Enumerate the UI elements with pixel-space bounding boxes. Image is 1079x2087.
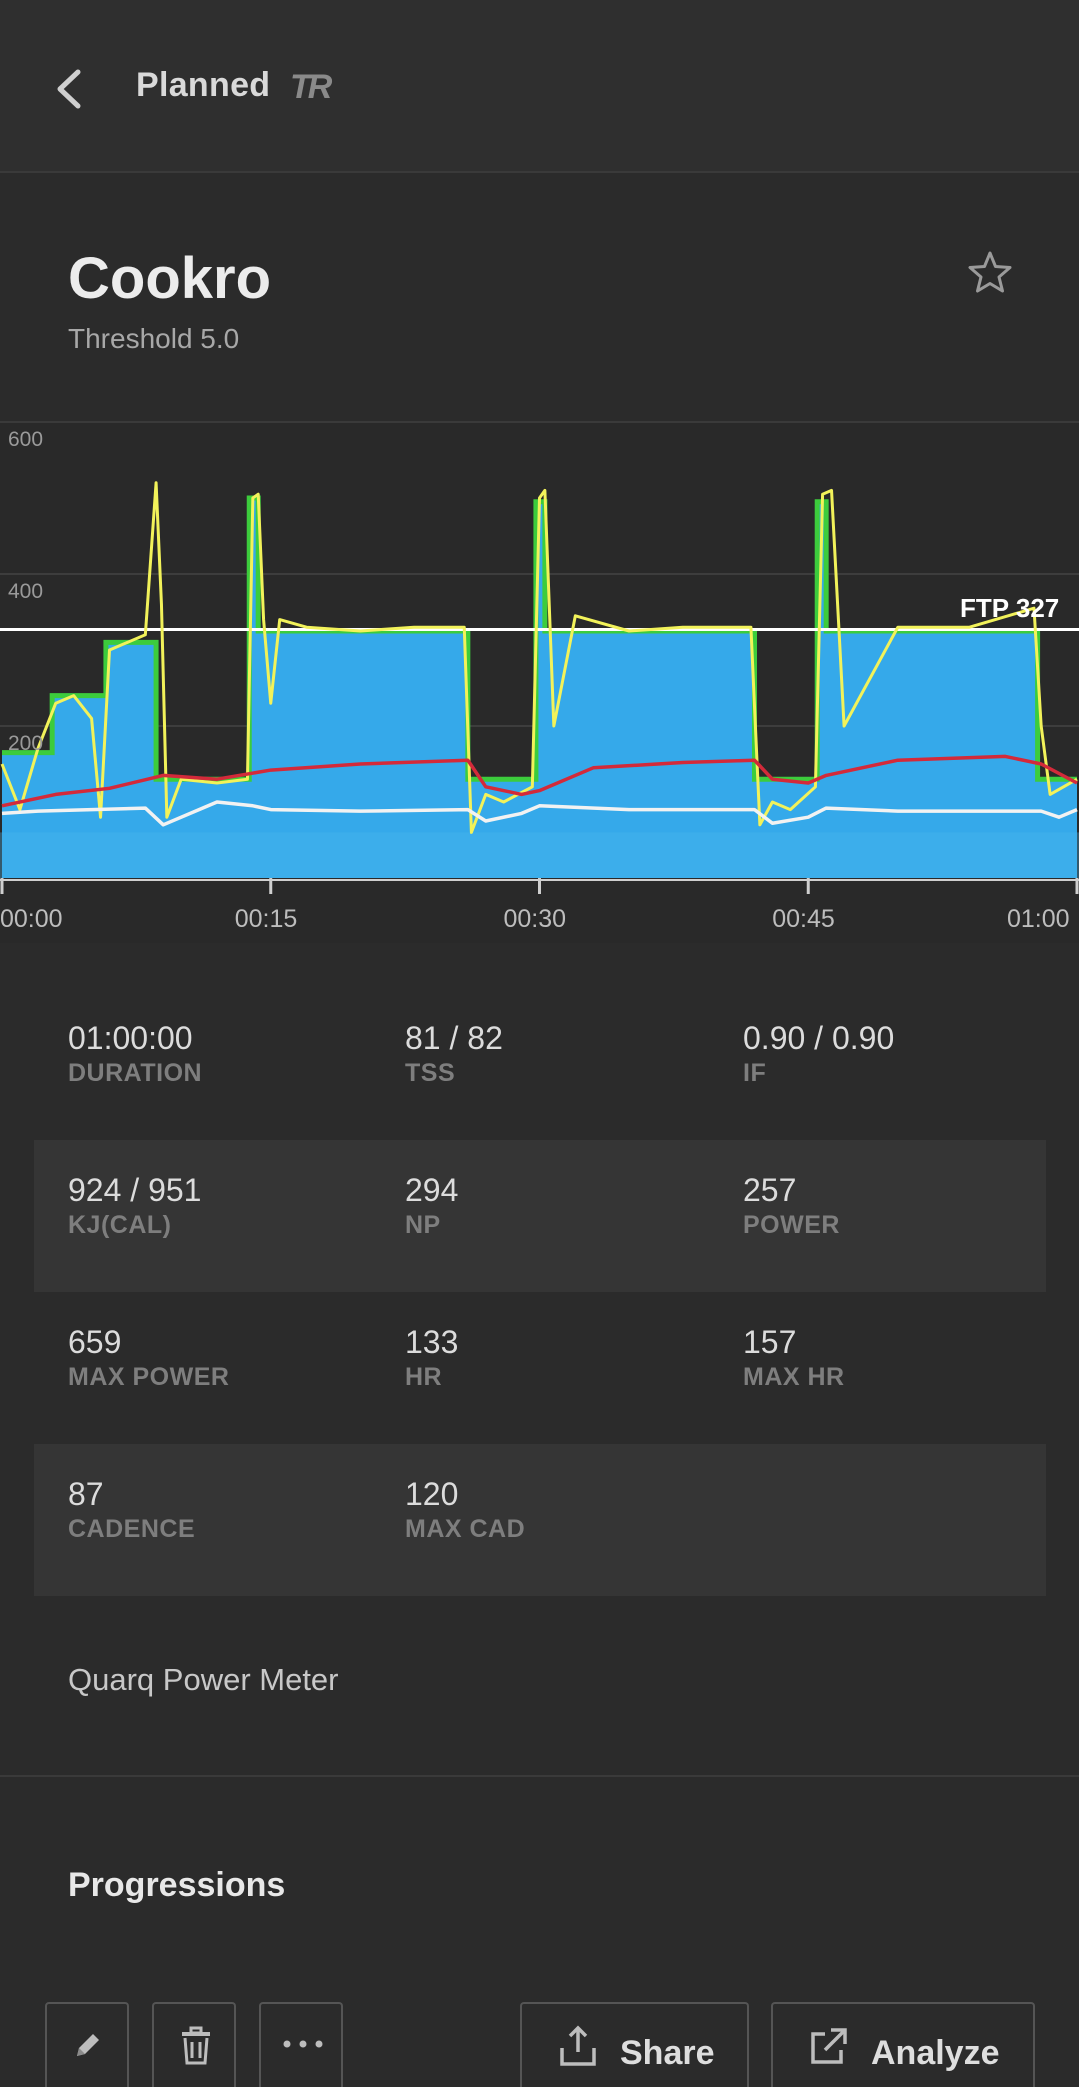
stat-value: 659 xyxy=(68,1324,122,1360)
external-link-icon xyxy=(811,2028,847,2064)
analyze-button[interactable]: Analyze xyxy=(771,2002,1035,2087)
stats-row: 01:00:00 DURATION 81 / 82 TSS 0.90 / 0.90 IF xyxy=(34,988,1046,1140)
edit-button[interactable] xyxy=(45,2002,129,2087)
stat-value: 257 xyxy=(743,1172,797,1208)
stat-power: 257 POWER xyxy=(743,1170,840,1240)
stats-row: 659 MAX POWER 133 HR 157 MAX HR xyxy=(34,1292,1046,1444)
stats-row: 87 CADENCE 120 MAX CAD xyxy=(34,1444,1046,1596)
stat-label: NP xyxy=(405,1211,441,1239)
x-tick-label: 01:00 xyxy=(1007,905,1070,933)
x-tick-label: 00:45 xyxy=(772,905,835,933)
stats-grid: 01:00:00 DURATION 81 / 82 TSS 0.90 / 0.90 IF 9… xyxy=(34,988,1046,1596)
stat-kj-cal-: 924 / 951 KJ(CAL) xyxy=(68,1170,201,1240)
workout-name: Cookro xyxy=(68,246,271,311)
header-title: Planned xyxy=(136,66,271,104)
more-horizontal-icon xyxy=(283,2040,323,2048)
share-label: Share xyxy=(620,2034,715,2072)
y-tick-label: 400 xyxy=(8,580,44,603)
stat-label: TSS xyxy=(405,1059,456,1087)
chart-lines xyxy=(0,481,1078,834)
y-tick-label: 200 xyxy=(8,732,44,755)
bottom-toolbar: Share Analyze xyxy=(0,1957,1079,2087)
workout-chart[interactable]: 600 400 200 00:00 00:15 00:30 00:45 01:00 FTP … xyxy=(0,421,1079,943)
y-tick-label: 600 xyxy=(8,428,44,451)
stats-row: 924 / 951 KJ(CAL) 294 NP 257 POWER xyxy=(34,1140,1046,1292)
stat-max-cad: 120 MAX CAD xyxy=(405,1474,525,1544)
area-base-band xyxy=(0,832,1079,878)
x-axis xyxy=(0,878,1079,894)
favorite-button[interactable] xyxy=(966,248,1014,296)
cadence-line xyxy=(1,800,1078,827)
stat-max-power: 659 MAX POWER xyxy=(68,1322,229,1392)
more-button[interactable] xyxy=(259,2002,343,2087)
power-chart-svg xyxy=(0,481,1079,894)
stat-hr: 133 HR xyxy=(405,1322,458,1392)
stat-cadence: 87 CADENCE xyxy=(68,1474,195,1544)
stat-label: MAX CAD xyxy=(405,1515,526,1543)
stat-max-hr: 157 MAX HR xyxy=(743,1322,845,1392)
stat-label: POWER xyxy=(743,1211,840,1239)
x-tick-label: 00:15 xyxy=(234,905,298,933)
stat-label: MAX HR xyxy=(743,1363,845,1391)
workout-title-section: Cookro Threshold 5.0 xyxy=(0,175,1079,421)
stat-value: 294 xyxy=(405,1172,459,1208)
stat-if: 0.90 / 0.90 IF xyxy=(743,1018,894,1088)
stat-label: KJ(CAL) xyxy=(68,1211,172,1239)
trainerroad-logo: TR xyxy=(290,68,332,106)
stat-duration: 01:00:00 DURATION xyxy=(68,1018,202,1088)
power-meter-name: Quarq Power Meter xyxy=(68,1662,339,1697)
stat-value: 01:00:00 xyxy=(68,1020,193,1056)
stat-value: 0.90 / 0.90 xyxy=(743,1020,895,1056)
stat-label: CADENCE xyxy=(68,1515,196,1543)
progressions-heading: Progressions xyxy=(68,1866,286,1904)
stat-label: DURATION xyxy=(68,1059,203,1087)
stat-value: 157 xyxy=(743,1324,797,1360)
stat-value: 81 / 82 xyxy=(405,1020,503,1056)
x-tick-label: 00:00 xyxy=(0,905,63,933)
delete-button[interactable] xyxy=(152,2002,236,2087)
section-divider xyxy=(0,1775,1079,1777)
share-button[interactable]: Share xyxy=(520,2002,749,2087)
chevron-left-icon xyxy=(57,69,81,109)
stat-value: 87 xyxy=(68,1476,104,1512)
share-upload-icon xyxy=(560,2025,596,2066)
back-button[interactable] xyxy=(50,64,90,114)
trash-icon xyxy=(182,2026,210,2065)
stat-label: HR xyxy=(405,1363,443,1391)
stat-label: MAX POWER xyxy=(68,1363,230,1391)
actual-power-line xyxy=(0,481,1078,834)
top-app-bar: Planned TR xyxy=(0,0,1079,173)
stat-np: 294 NP xyxy=(405,1170,458,1240)
stat-tss: 81 / 82 TSS xyxy=(405,1018,503,1088)
star-outline-icon xyxy=(968,251,1012,293)
heart-rate-line xyxy=(1,754,1078,808)
x-tick-label: 00:30 xyxy=(503,905,567,933)
stat-label: IF xyxy=(743,1059,767,1087)
interval-edge-line xyxy=(2,495,1077,782)
ftp-label: FTP 327 xyxy=(960,593,1060,623)
analyze-label: Analyze xyxy=(871,2034,1000,2072)
stat-value: 120 xyxy=(405,1476,459,1512)
pencil-icon xyxy=(77,2034,99,2056)
stat-value: 133 xyxy=(405,1324,459,1360)
workout-subtitle: Threshold 5.0 xyxy=(68,323,240,354)
stat-value: 924 / 951 xyxy=(68,1172,202,1208)
